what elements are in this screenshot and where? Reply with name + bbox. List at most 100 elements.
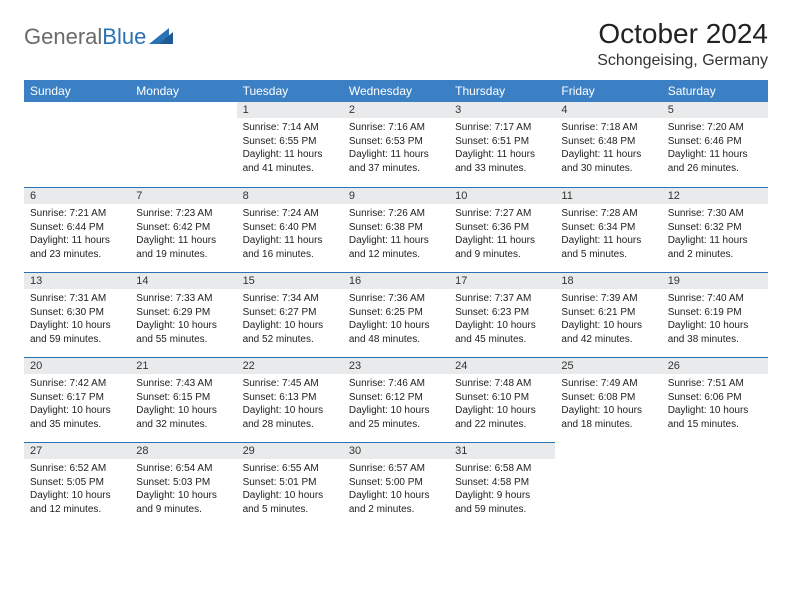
calendar-cell: 25Sunrise: 7:49 AMSunset: 6:08 PMDayligh…: [555, 357, 661, 442]
day-body: Sunrise: 7:46 AMSunset: 6:12 PMDaylight:…: [343, 374, 449, 433]
weekday-heading: Friday: [555, 80, 661, 102]
day-body: Sunrise: 6:54 AMSunset: 5:03 PMDaylight:…: [130, 459, 236, 518]
weekday-heading: Saturday: [662, 80, 768, 102]
daylight-text: Daylight: 11 hours and 23 minutes.: [30, 234, 124, 261]
sunset-text: Sunset: 6:25 PM: [349, 306, 443, 320]
sunset-text: Sunset: 6:19 PM: [668, 306, 762, 320]
day-body: Sunrise: 6:52 AMSunset: 5:05 PMDaylight:…: [24, 459, 130, 518]
calendar-cell: 20Sunrise: 7:42 AMSunset: 6:17 PMDayligh…: [24, 357, 130, 442]
day-number: 6: [24, 187, 130, 204]
sunrise-text: Sunrise: 7:16 AM: [349, 121, 443, 135]
day-body: Sunrise: 7:14 AMSunset: 6:55 PMDaylight:…: [237, 118, 343, 177]
sunset-text: Sunset: 6:21 PM: [561, 306, 655, 320]
sunset-text: Sunset: 6:08 PM: [561, 391, 655, 405]
calendar-cell: [130, 102, 236, 187]
sunrise-text: Sunrise: 7:51 AM: [668, 377, 762, 391]
sunrise-text: Sunrise: 7:37 AM: [455, 292, 549, 306]
day-number: 30: [343, 442, 449, 459]
day-number: 29: [237, 442, 343, 459]
calendar-cell: 19Sunrise: 7:40 AMSunset: 6:19 PMDayligh…: [662, 272, 768, 357]
sunset-text: Sunset: 6:10 PM: [455, 391, 549, 405]
sunrise-text: Sunrise: 7:27 AM: [455, 207, 549, 221]
sunrise-text: Sunrise: 7:36 AM: [349, 292, 443, 306]
sunrise-text: Sunrise: 7:49 AM: [561, 377, 655, 391]
sunset-text: Sunset: 6:40 PM: [243, 221, 337, 235]
calendar-head: Sunday Monday Tuesday Wednesday Thursday…: [24, 80, 768, 102]
day-number: 3: [449, 102, 555, 118]
calendar-cell: 21Sunrise: 7:43 AMSunset: 6:15 PMDayligh…: [130, 357, 236, 442]
sunset-text: Sunset: 4:58 PM: [455, 476, 549, 490]
daylight-text: Daylight: 10 hours and 25 minutes.: [349, 404, 443, 431]
day-number: 16: [343, 272, 449, 289]
daylight-text: Daylight: 11 hours and 16 minutes.: [243, 234, 337, 261]
sunset-text: Sunset: 6:48 PM: [561, 135, 655, 149]
daylight-text: Daylight: 11 hours and 5 minutes.: [561, 234, 655, 261]
sunset-text: Sunset: 5:00 PM: [349, 476, 443, 490]
sunrise-text: Sunrise: 7:34 AM: [243, 292, 337, 306]
calendar-cell: 15Sunrise: 7:34 AMSunset: 6:27 PMDayligh…: [237, 272, 343, 357]
sunset-text: Sunset: 5:05 PM: [30, 476, 124, 490]
day-number: 18: [555, 272, 661, 289]
sunset-text: Sunset: 6:36 PM: [455, 221, 549, 235]
calendar-week-row: 6Sunrise: 7:21 AMSunset: 6:44 PMDaylight…: [24, 187, 768, 272]
calendar-cell: 16Sunrise: 7:36 AMSunset: 6:25 PMDayligh…: [343, 272, 449, 357]
sunrise-text: Sunrise: 7:21 AM: [30, 207, 124, 221]
day-body: Sunrise: 7:36 AMSunset: 6:25 PMDaylight:…: [343, 289, 449, 348]
day-number: 12: [662, 187, 768, 204]
day-number: 15: [237, 272, 343, 289]
sunrise-text: Sunrise: 6:55 AM: [243, 462, 337, 476]
calendar-week-row: 27Sunrise: 6:52 AMSunset: 5:05 PMDayligh…: [24, 442, 768, 527]
logo-blue: Blue: [102, 24, 146, 49]
daylight-text: Daylight: 10 hours and 9 minutes.: [136, 489, 230, 516]
sunset-text: Sunset: 6:46 PM: [668, 135, 762, 149]
sunset-text: Sunset: 5:03 PM: [136, 476, 230, 490]
calendar-cell: 9Sunrise: 7:26 AMSunset: 6:38 PMDaylight…: [343, 187, 449, 272]
calendar-cell: 11Sunrise: 7:28 AMSunset: 6:34 PMDayligh…: [555, 187, 661, 272]
day-body: Sunrise: 7:37 AMSunset: 6:23 PMDaylight:…: [449, 289, 555, 348]
sunset-text: Sunset: 6:51 PM: [455, 135, 549, 149]
calendar-week-row: 1Sunrise: 7:14 AMSunset: 6:55 PMDaylight…: [24, 102, 768, 187]
daylight-text: Daylight: 10 hours and 12 minutes.: [30, 489, 124, 516]
location: Schongeising, Germany: [597, 52, 768, 70]
logo-text: GeneralBlue: [24, 24, 146, 50]
sunrise-text: Sunrise: 7:23 AM: [136, 207, 230, 221]
day-number: 23: [343, 357, 449, 374]
sunrise-text: Sunrise: 7:28 AM: [561, 207, 655, 221]
day-body: Sunrise: 7:43 AMSunset: 6:15 PMDaylight:…: [130, 374, 236, 433]
sunrise-text: Sunrise: 7:24 AM: [243, 207, 337, 221]
daylight-text: Daylight: 10 hours and 48 minutes.: [349, 319, 443, 346]
sunset-text: Sunset: 5:01 PM: [243, 476, 337, 490]
weekday-heading: Sunday: [24, 80, 130, 102]
day-body: Sunrise: 7:34 AMSunset: 6:27 PMDaylight:…: [237, 289, 343, 348]
weekday-heading: Monday: [130, 80, 236, 102]
day-body: Sunrise: 7:48 AMSunset: 6:10 PMDaylight:…: [449, 374, 555, 433]
daylight-text: Daylight: 10 hours and 35 minutes.: [30, 404, 124, 431]
sunset-text: Sunset: 6:23 PM: [455, 306, 549, 320]
weekday-heading: Thursday: [449, 80, 555, 102]
day-body: Sunrise: 7:42 AMSunset: 6:17 PMDaylight:…: [24, 374, 130, 433]
sunrise-text: Sunrise: 7:45 AM: [243, 377, 337, 391]
day-number: 26: [662, 357, 768, 374]
sunset-text: Sunset: 6:12 PM: [349, 391, 443, 405]
day-number: 20: [24, 357, 130, 374]
sunset-text: Sunset: 6:17 PM: [30, 391, 124, 405]
daylight-text: Daylight: 10 hours and 28 minutes.: [243, 404, 337, 431]
day-number: 9: [343, 187, 449, 204]
daylight-text: Daylight: 10 hours and 15 minutes.: [668, 404, 762, 431]
calendar-cell: 5Sunrise: 7:20 AMSunset: 6:46 PMDaylight…: [662, 102, 768, 187]
day-number: 14: [130, 272, 236, 289]
day-body: Sunrise: 7:40 AMSunset: 6:19 PMDaylight:…: [662, 289, 768, 348]
sunrise-text: Sunrise: 7:40 AM: [668, 292, 762, 306]
calendar-cell: 31Sunrise: 6:58 AMSunset: 4:58 PMDayligh…: [449, 442, 555, 527]
day-body: Sunrise: 6:57 AMSunset: 5:00 PMDaylight:…: [343, 459, 449, 518]
calendar-cell: 18Sunrise: 7:39 AMSunset: 6:21 PMDayligh…: [555, 272, 661, 357]
sunrise-text: Sunrise: 7:39 AM: [561, 292, 655, 306]
daylight-text: Daylight: 11 hours and 37 minutes.: [349, 148, 443, 175]
weekday-heading: Wednesday: [343, 80, 449, 102]
day-body: Sunrise: 7:24 AMSunset: 6:40 PMDaylight:…: [237, 204, 343, 263]
title-block: October 2024 Schongeising, Germany: [597, 18, 768, 70]
logo: GeneralBlue: [24, 24, 173, 50]
calendar-week-row: 20Sunrise: 7:42 AMSunset: 6:17 PMDayligh…: [24, 357, 768, 442]
day-body: Sunrise: 7:51 AMSunset: 6:06 PMDaylight:…: [662, 374, 768, 433]
day-number: 21: [130, 357, 236, 374]
